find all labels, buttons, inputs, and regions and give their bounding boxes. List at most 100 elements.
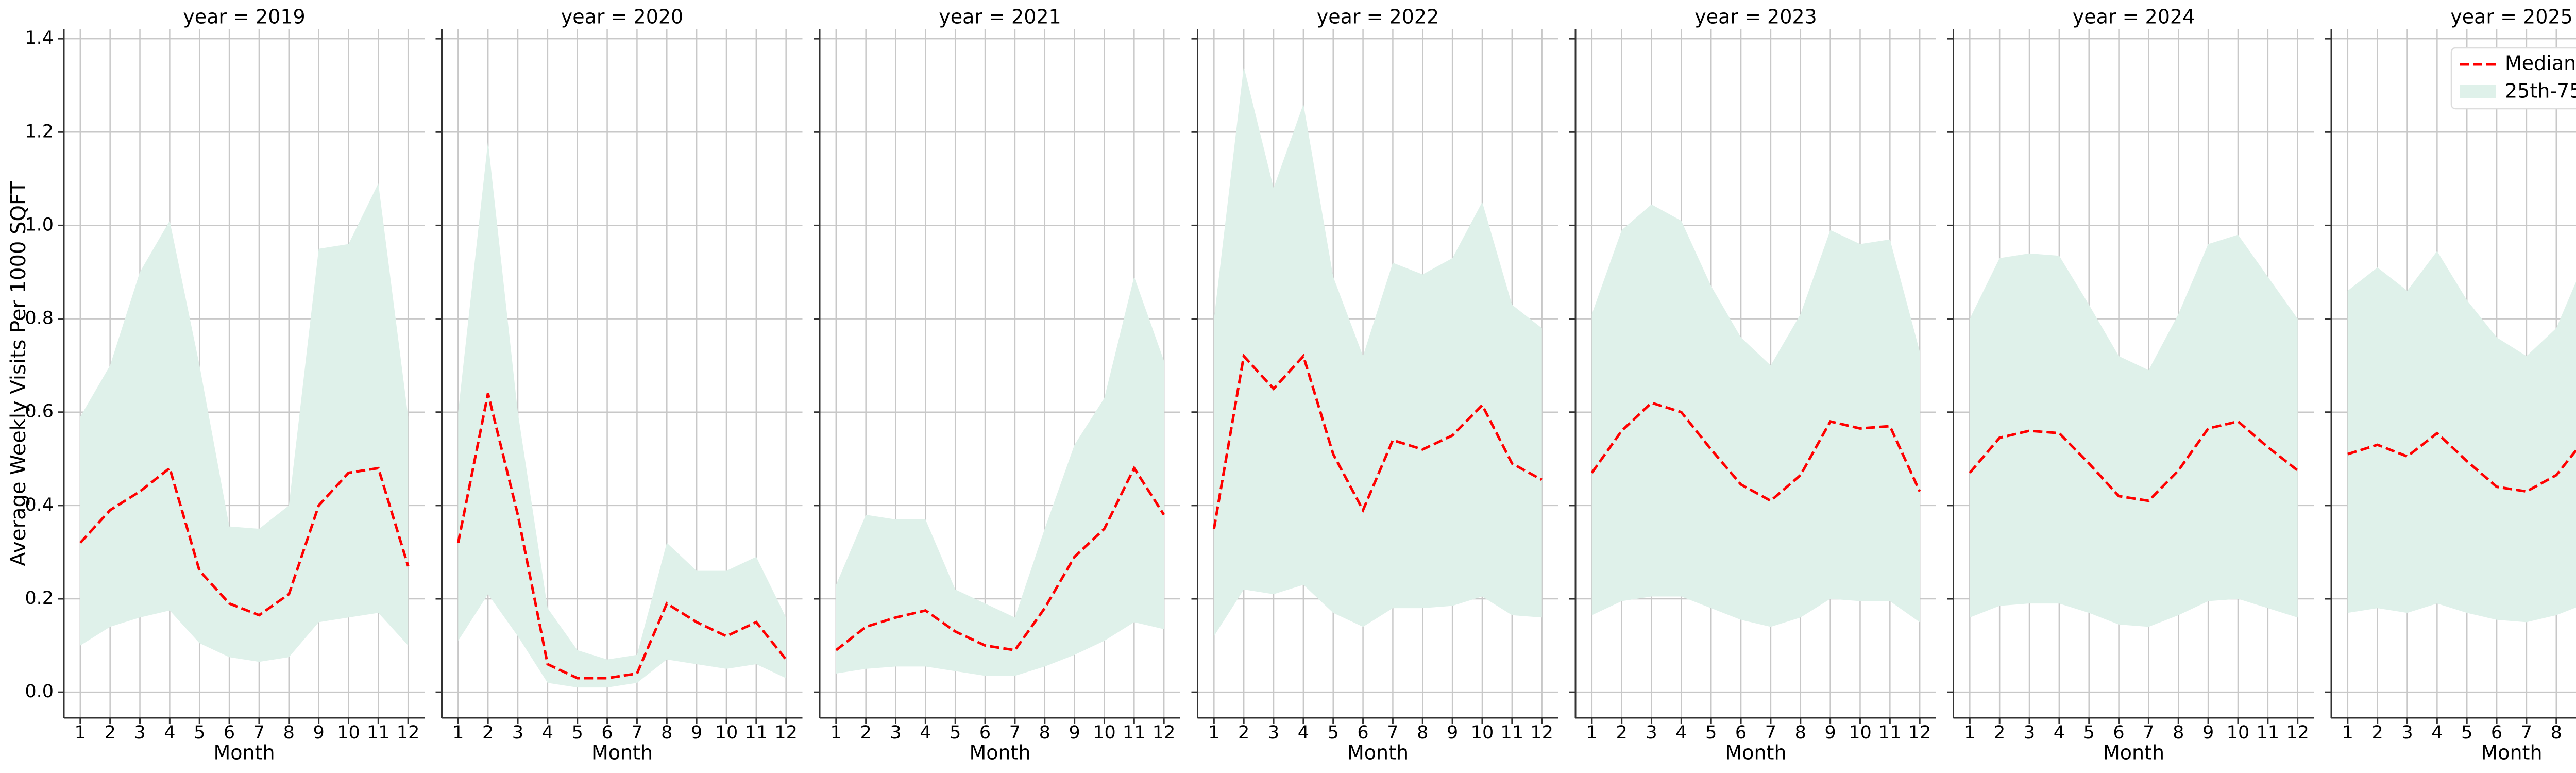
x-tick-label: 1	[831, 722, 842, 743]
x-tick-label: 7	[2521, 722, 2532, 743]
x-tick-label: 8	[1039, 722, 1050, 743]
x-tick-label: 11	[1501, 722, 1524, 743]
median-line	[456, 393, 787, 680]
panel-title: year = 2022	[1317, 6, 1439, 28]
x-tick-label: 3	[2024, 722, 2035, 743]
x-tick-label: 6	[224, 722, 235, 743]
median-line	[2347, 431, 2576, 493]
x-tick-label: 5	[2083, 722, 2095, 743]
panel-title: year = 2023	[1694, 6, 1817, 28]
x-tick-label: 2	[1238, 722, 1249, 743]
median-line	[1590, 401, 1921, 502]
x-tick-label: 7	[631, 722, 642, 743]
x-tick-label: 6	[1357, 722, 1368, 743]
x-tick-label: 12	[1153, 722, 1176, 743]
x-tick-label: 1	[1208, 722, 1219, 743]
x-tick-label: 12	[1908, 722, 1931, 743]
legend-swatch	[2460, 85, 2496, 98]
x-tick-label: 9	[1824, 722, 1836, 743]
x-tick-label: 7	[1009, 722, 1021, 743]
x-tick-label: 12	[774, 722, 798, 743]
x-tick-label: 9	[313, 722, 324, 743]
x-tick-label: 6	[2491, 722, 2502, 743]
x-tick-label: 3	[890, 722, 901, 743]
x-axis-label: Month	[969, 742, 1030, 764]
x-tick-label: 11	[745, 722, 768, 743]
x-tick-label: 10	[715, 722, 738, 743]
x-tick-label: 6	[601, 722, 613, 743]
x-tick-label: 6	[1735, 722, 1747, 743]
x-tick-label: 5	[1328, 722, 1339, 743]
x-tick-label: 5	[572, 722, 583, 743]
x-tick-label: 9	[691, 722, 702, 743]
x-tick-label: 8	[283, 722, 295, 743]
x-tick-label: 2	[482, 722, 494, 743]
x-tick-label: 12	[397, 722, 420, 743]
panel-title: year = 2024	[2073, 6, 2195, 28]
x-tick-label: 3	[1268, 722, 1279, 743]
x-tick-label: 4	[542, 722, 553, 743]
y-tick-label: 0.6	[25, 401, 54, 422]
x-tick-label: 7	[1387, 722, 1398, 743]
y-tick-label: 1.2	[25, 121, 54, 142]
x-tick-label: 8	[2551, 722, 2562, 743]
x-tick-label: 1	[2342, 722, 2353, 743]
median-line	[79, 466, 410, 617]
x-tick-label: 2	[2372, 722, 2383, 743]
x-tick-label: 10	[1849, 722, 1872, 743]
x-tick-label: 4	[1675, 722, 1687, 743]
x-tick-label: 1	[1586, 722, 1598, 743]
panel-title: year = 2021	[939, 6, 1061, 28]
x-tick-label: 10	[2227, 722, 2250, 743]
x-tick-label: 8	[661, 722, 672, 743]
x-tick-label: 7	[253, 722, 265, 743]
y-tick-label: 0.0	[25, 681, 54, 702]
x-tick-label: 6	[979, 722, 991, 743]
panel-title: year = 2019	[183, 6, 305, 28]
x-tick-label: 5	[2461, 722, 2472, 743]
y-tick-label: 0.4	[25, 495, 54, 515]
x-tick-label: 8	[1417, 722, 1428, 743]
x-tick-label: 3	[2401, 722, 2413, 743]
x-tick-label: 3	[512, 722, 523, 743]
percentile-band	[836, 277, 1164, 676]
percentile-band	[1970, 234, 2298, 627]
percentile-band	[458, 141, 786, 688]
x-axis-label: Month	[1725, 742, 1786, 764]
x-tick-label: 4	[920, 722, 931, 743]
percentile-band	[2347, 251, 2576, 623]
x-tick-label: 11	[367, 722, 390, 743]
legend-label: Median	[2505, 52, 2576, 75]
x-tick-label: 5	[194, 722, 205, 743]
x-tick-label: 4	[2431, 722, 2443, 743]
x-tick-label: 11	[1123, 722, 1146, 743]
x-axis-label: Month	[1347, 742, 1409, 764]
panel-title: year = 2020	[561, 6, 683, 28]
x-tick-label: 2	[1994, 722, 2005, 743]
x-axis-label: Month	[213, 742, 275, 764]
x-tick-label: 1	[452, 722, 464, 743]
median-line	[1212, 353, 1543, 529]
legend-label: 25th-75th Percentile	[2505, 80, 2576, 103]
panel: 1 2 3 4 5 6 7 8 9 10 11 120.00.20.40.60.81.01.21.4y…	[25, 6, 425, 764]
x-tick-label: 5	[1705, 722, 1717, 743]
x-tick-label: 12	[1530, 722, 1553, 743]
x-tick-label: 8	[1795, 722, 1806, 743]
percentile-band	[1214, 66, 1542, 636]
x-tick-label: 11	[1878, 722, 1902, 743]
x-tick-label: 4	[164, 722, 175, 743]
x-tick-label: 1	[1964, 722, 1975, 743]
x-tick-label: 4	[2054, 722, 2065, 743]
percentile-band	[1591, 204, 1920, 627]
median-line	[835, 465, 1165, 652]
panel-title: year = 2025	[2450, 6, 2572, 28]
x-axis-label: Month	[591, 742, 653, 764]
x-tick-label: 3	[1646, 722, 1657, 743]
